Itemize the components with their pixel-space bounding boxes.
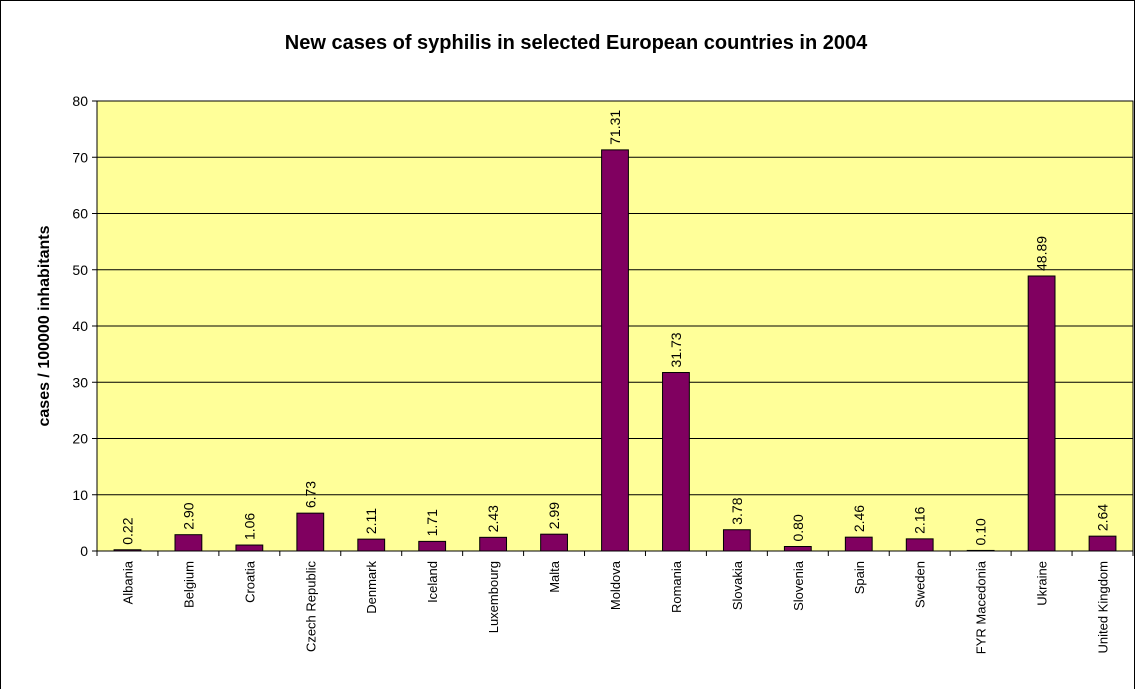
bar: [418, 540, 447, 552]
bar: [662, 372, 690, 552]
data-label: 71.31: [607, 110, 623, 145]
x-tick-label: Belgium: [181, 561, 196, 608]
data-label: 2.46: [851, 505, 867, 532]
x-tick-label: Croatia: [242, 560, 257, 603]
bar: [601, 149, 629, 552]
data-label: 2.64: [1095, 504, 1111, 531]
bar: [235, 544, 264, 552]
y-tick-label: 50: [72, 262, 88, 278]
x-tick-label: Romania: [669, 560, 684, 613]
data-label: 0.80: [790, 514, 806, 541]
y-tick-label: 30: [72, 374, 88, 390]
data-labels: 0.22 2.90 1.06 6.73 2.11 1.71 2.43 2.99 71.31 31.…: [119, 110, 1110, 546]
data-label: 0.10: [973, 518, 989, 545]
x-tick-label: Luxembourg: [486, 561, 501, 633]
y-tick-label: 80: [72, 93, 88, 109]
data-label: 1.06: [241, 513, 257, 540]
data-label: 2.43: [485, 505, 501, 532]
x-tick-label: Albania: [120, 560, 135, 604]
data-label: 0.22: [119, 517, 135, 544]
y-tick-label: 60: [72, 206, 88, 222]
data-label: 2.11: [363, 508, 379, 534]
x-tick-label: Sweden: [913, 561, 928, 608]
data-label: 31.73: [668, 332, 684, 367]
bar: [174, 534, 203, 552]
x-tick-label: Slovakia: [730, 560, 745, 610]
y-tick-label: 0: [80, 543, 88, 559]
bar: [540, 533, 568, 552]
x-tick-label: United Kingdom: [1096, 561, 1111, 654]
y-tick-label: 40: [72, 318, 88, 334]
bar: [1088, 535, 1117, 552]
x-tick-label: Denmark: [364, 561, 379, 614]
x-tick-label: Slovenia: [791, 560, 806, 611]
y-tick-label: 10: [72, 487, 88, 503]
data-label: 2.16: [912, 506, 928, 533]
data-label: 2.90: [180, 502, 196, 529]
data-label: 6.73: [302, 481, 318, 508]
x-tick-label: Ukraine: [1035, 561, 1050, 606]
data-label: 2.99: [546, 502, 562, 529]
y-axis-ticks: 0 10 20 30 40 50 60 70 80: [72, 93, 97, 559]
bar: [783, 546, 812, 552]
bar: [722, 529, 751, 552]
x-axis-ticks: Albania Belgium Croatia Czech Republic Denma…: [96, 551, 1134, 654]
x-tick-label: Moldova: [608, 560, 623, 610]
data-label: 48.89: [1034, 236, 1050, 271]
bar: [1027, 275, 1056, 552]
bar: [905, 538, 934, 552]
y-tick-label: 70: [72, 149, 88, 165]
bar: [479, 536, 508, 552]
bar: [844, 536, 873, 552]
x-tick-label: FYR Macedonia: [974, 560, 989, 654]
bar: [357, 538, 386, 552]
chart-title: New cases of syphilis in selected Europe…: [285, 32, 868, 54]
y-axis-label: cases / 100000 inhabitants: [36, 225, 53, 426]
bars: [113, 149, 1117, 552]
data-label: 1.71: [424, 509, 440, 536]
x-tick-label: Malta: [547, 560, 562, 593]
x-tick-label: Iceland: [425, 561, 440, 603]
x-tick-label: Spain: [852, 561, 867, 594]
bar: [296, 512, 325, 552]
x-tick-label: Czech Republic: [303, 561, 318, 653]
y-tick-label: 20: [72, 431, 88, 447]
data-label: 3.78: [729, 497, 745, 524]
